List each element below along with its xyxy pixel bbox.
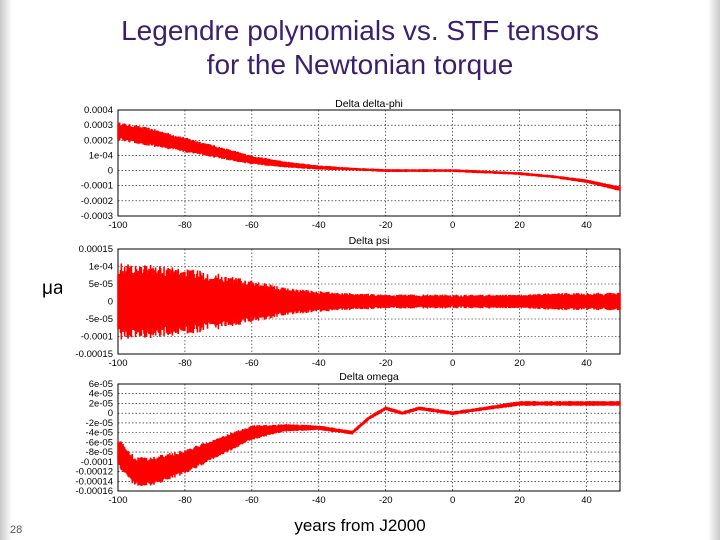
chart-1-xtick: -80 bbox=[178, 220, 192, 231]
chart-3-ytick: -4e-05 bbox=[86, 428, 113, 439]
chart-3-ytick: -0.00014 bbox=[75, 476, 113, 487]
chart-2-ytick: 0 bbox=[108, 297, 113, 308]
chart-2-ytick: 0.00015 bbox=[79, 244, 113, 255]
chart-2-ytick: -0.00015 bbox=[75, 349, 113, 360]
right-edge-shade bbox=[708, 0, 720, 540]
plot-panel: Delta delta-phi 0.0004 0.0003 0.0002 1e-04 0-… bbox=[62, 92, 636, 516]
chart-3-ytick: 0 bbox=[108, 408, 113, 419]
chart-3-ytick: 2e-05 bbox=[89, 398, 113, 409]
chart-2-ytick: 1e-04 bbox=[89, 262, 113, 273]
chart-2-ytick: -0.0001 bbox=[81, 332, 113, 343]
chart-1-xtick: -40 bbox=[312, 220, 326, 231]
chart-2-xtick: 40 bbox=[581, 358, 592, 369]
chart-1-title: Delta delta-phi bbox=[335, 98, 403, 110]
chart-1-ytick: 0 bbox=[108, 166, 113, 177]
chart-3-ytick: -0.00012 bbox=[75, 467, 113, 478]
chart-1-ytick: 0.0004 bbox=[84, 105, 113, 116]
chart-1-xtick: 0 bbox=[450, 220, 455, 231]
chart-3-ytick: -8e-05 bbox=[86, 447, 113, 458]
chart-2-xtick: -80 bbox=[178, 358, 192, 369]
chart-3-title: Delta omega bbox=[339, 371, 399, 383]
chart-2-xtick: 20 bbox=[514, 358, 525, 369]
chart-3-xtick: 40 bbox=[581, 495, 592, 506]
chart-2-xtick: -40 bbox=[312, 358, 326, 369]
chart-3: Delta omega6e-054e-052e-050-2e-05-4e-05-… bbox=[75, 371, 621, 506]
chart-2-xtick: -100 bbox=[108, 358, 127, 369]
charts-svg: Delta delta-phi0.00040.00030.00021e-040-… bbox=[75, 98, 621, 506]
chart-3-series bbox=[117, 401, 621, 487]
chart-1-ytick: -0.0001 bbox=[81, 181, 113, 192]
chart-2-xtick: -60 bbox=[245, 358, 259, 369]
chart-3-ytick: -2e-05 bbox=[86, 418, 113, 429]
chart-1: Delta delta-phi 0.0004 0.0003 0.0002 1e-04 0 -… bbox=[81, 98, 621, 231]
chart-3-xtick: -20 bbox=[379, 495, 393, 506]
chart-3-xtick: -100 bbox=[108, 495, 127, 506]
chart-2-series bbox=[117, 263, 621, 340]
chart-3-ytick: -0.0001 bbox=[81, 457, 113, 468]
chart-1-ytick: 1e-04 bbox=[89, 150, 113, 161]
left-edge-shade bbox=[0, 0, 12, 540]
chart-3-xtick: -60 bbox=[245, 495, 259, 506]
chart-1-xtick: 20 bbox=[514, 220, 525, 231]
chart-2-ytick: 5e-05 bbox=[89, 279, 113, 290]
title-line-2: for the Newtonian torque bbox=[206, 49, 514, 80]
chart-3-ytick: 4e-05 bbox=[89, 389, 113, 400]
chart-1-ytick: 0.0002 bbox=[84, 135, 113, 146]
chart-3-ytick: 6e-05 bbox=[89, 379, 113, 390]
chart-3-frame bbox=[117, 383, 621, 492]
chart-1-ytick: -0.0003 bbox=[81, 211, 113, 222]
x-axis-caption: years from J2000 bbox=[294, 516, 426, 535]
chart-3-ytick: -6e-05 bbox=[86, 437, 113, 448]
chart-3-xtick: 0 bbox=[450, 495, 455, 506]
chart-3-xtick: -40 bbox=[312, 495, 326, 506]
chart-3-ytick: -0.00016 bbox=[75, 486, 113, 497]
chart-2-ytick: -5e-05 bbox=[86, 314, 113, 325]
slide-title: Legendre polynomials vs. STF tensors for… bbox=[0, 14, 720, 82]
title-line-1: Legendre polynomials vs. STF tensors bbox=[121, 15, 599, 46]
chart-1-xtick: 40 bbox=[581, 220, 592, 231]
chart-1-xtick: -20 bbox=[379, 220, 393, 231]
chart-2: Delta psi 0.00015 1e-04 5e-05 0 -5e-05 -0.0001… bbox=[75, 235, 621, 369]
chart-1-xtick: -60 bbox=[245, 220, 259, 231]
slide-number: 28 bbox=[10, 524, 23, 536]
chart-3-xtick: -80 bbox=[178, 495, 192, 506]
chart-1-ytick: -0.0002 bbox=[81, 196, 113, 207]
chart-2-title: Delta psi bbox=[349, 235, 390, 247]
chart-1-ytick: 0.0003 bbox=[84, 120, 113, 131]
chart-2-xtick: -20 bbox=[379, 358, 393, 369]
chart-3-xtick: 20 bbox=[514, 495, 525, 506]
chart-1-series bbox=[117, 122, 621, 191]
chart-1-frame bbox=[117, 109, 621, 217]
chart-2-xtick: 0 bbox=[450, 358, 455, 369]
chart-1-xtick: -100 bbox=[108, 220, 127, 231]
